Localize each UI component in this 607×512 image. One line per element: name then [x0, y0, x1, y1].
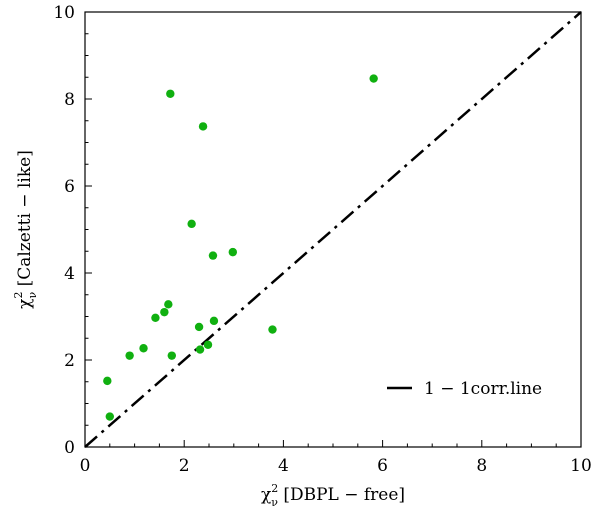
- data-point: [167, 351, 176, 360]
- data-point: [187, 219, 196, 229]
- data-point: [208, 251, 218, 260]
- plot-marks: [84, 11, 582, 448]
- data-point: [369, 74, 378, 83]
- legend: 1 − 1corr.line: [387, 379, 542, 399]
- y-axis-label: χ2ν [Calzetti − like]: [12, 150, 39, 309]
- x-axis-label: χ2 ν [DBPL − free]: [261, 482, 405, 509]
- data-point: [105, 412, 115, 421]
- x-tick-label: 8: [476, 456, 487, 476]
- data-point: [139, 344, 148, 353]
- data-point: [160, 307, 169, 317]
- y-tick-label: 4: [64, 264, 75, 284]
- data-point: [194, 322, 204, 332]
- x-tick-label: 10: [570, 456, 592, 476]
- legend-label: 1 − 1corr.line: [424, 379, 542, 399]
- y-tick-label: 2: [64, 351, 75, 371]
- data-point: [268, 325, 277, 334]
- data-point: [228, 247, 238, 257]
- data-point: [203, 340, 213, 349]
- y-tick-label: 0: [64, 438, 75, 458]
- one-to-one-line: [84, 11, 582, 448]
- data-point: [166, 89, 175, 98]
- data-point: [125, 351, 134, 360]
- y-tick-label: 8: [64, 90, 75, 110]
- x-tick-label: 4: [278, 456, 289, 476]
- x-tick-label: 0: [80, 456, 91, 476]
- data-point: [103, 376, 112, 386]
- axis-ticks: 0 2 4 6 8 10 0 2 4 6 8 10: [53, 3, 591, 476]
- data-point: [151, 313, 160, 323]
- data-point: [164, 300, 173, 309]
- x-tick-label: 2: [179, 456, 190, 476]
- data-point: [198, 122, 208, 131]
- y-tick-label: 10: [53, 3, 75, 23]
- data-point: [209, 316, 219, 326]
- x-tick-label: 6: [377, 456, 388, 476]
- y-tick-label: 6: [64, 177, 75, 197]
- data-point: [195, 345, 205, 354]
